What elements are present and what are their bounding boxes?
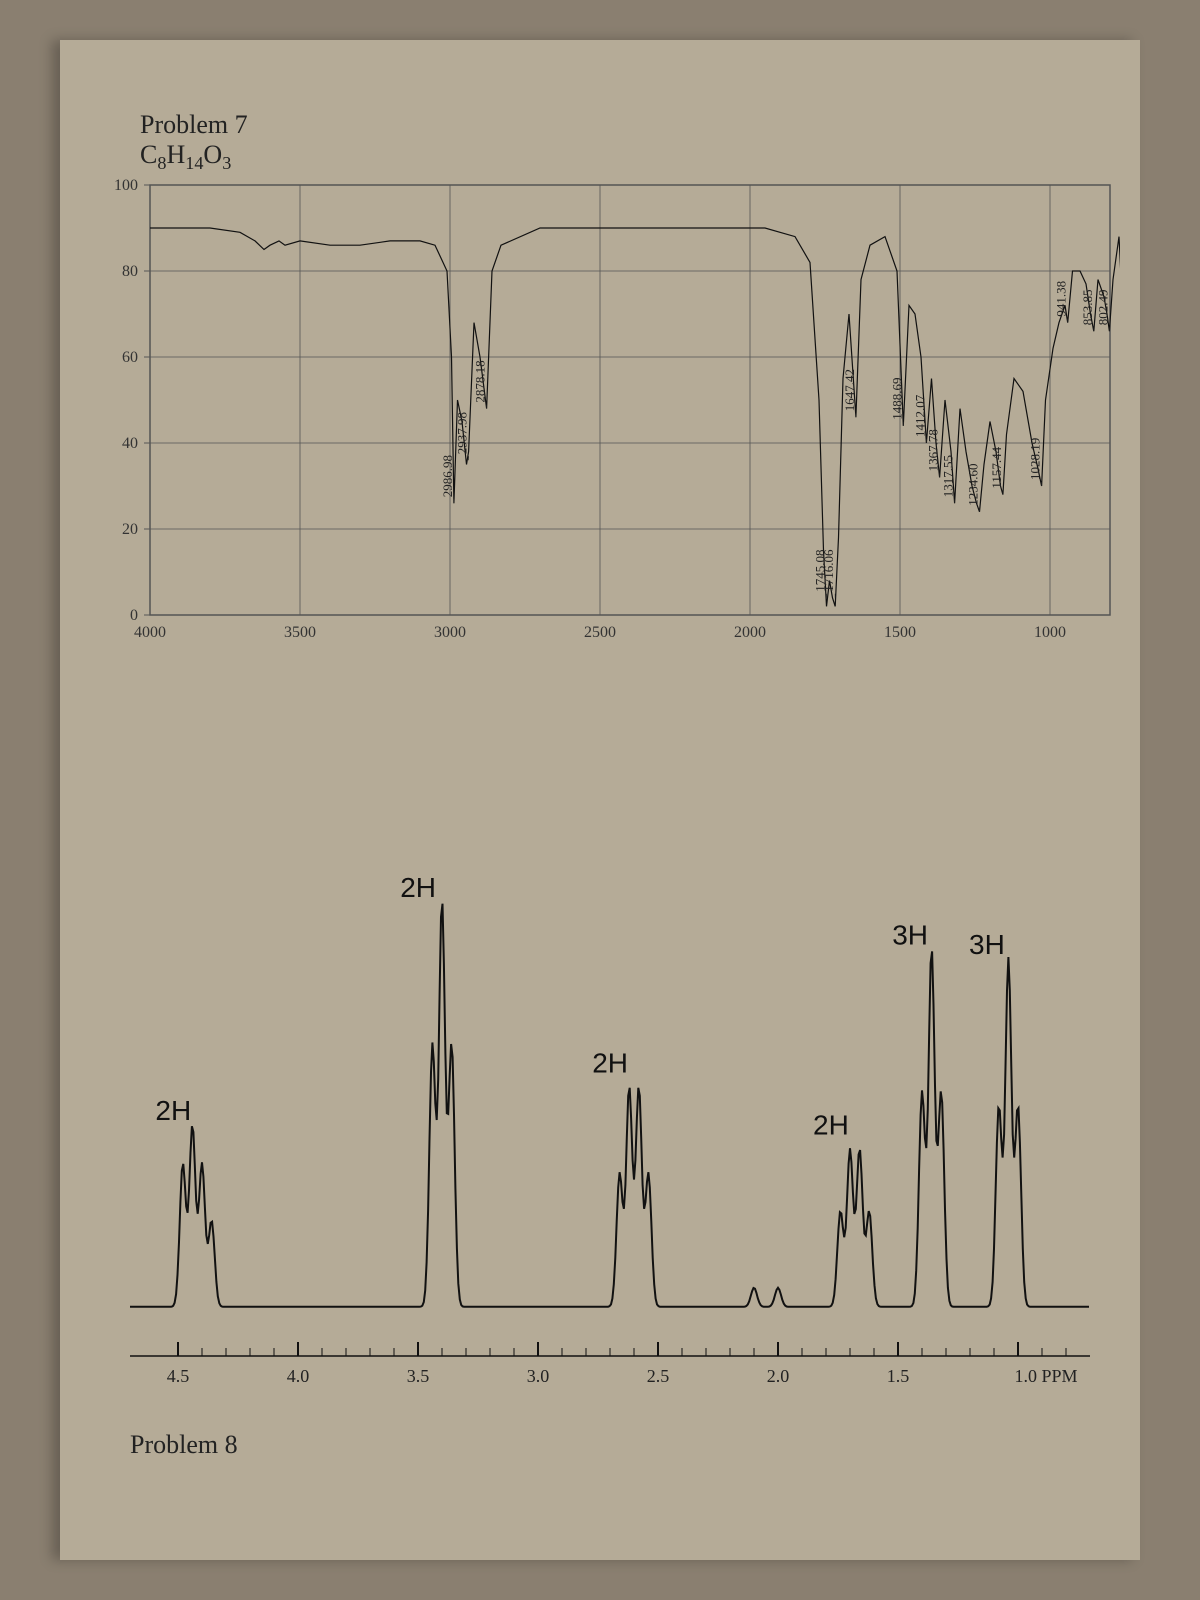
svg-text:2986.98: 2986.98 xyxy=(440,455,455,497)
svg-text:2H: 2H xyxy=(400,872,436,903)
nmr-spectrum: 4.5 4.0 3.5 3.0 2.5 2.0 1.5 1.0 PPM 2H 2H 2H 2H 3H 3H xyxy=(120,800,1100,1400)
svg-text:2878.18: 2878.18 xyxy=(473,360,488,402)
problem-title: Problem 7 xyxy=(140,110,248,140)
svg-text:1500: 1500 xyxy=(884,624,916,641)
problem-8-label: Problem 8 xyxy=(130,1430,238,1460)
svg-text:1317.55: 1317.55 xyxy=(941,455,956,497)
svg-text:2.5: 2.5 xyxy=(647,1366,670,1386)
svg-text:1647.42: 1647.42 xyxy=(842,369,857,411)
svg-text:3.0: 3.0 xyxy=(527,1366,550,1386)
svg-text:1.5: 1.5 xyxy=(887,1366,910,1386)
page: Problem 7 C8H14O3 4000 3500 3000 2500 2000 15… xyxy=(60,40,1140,1560)
svg-text:941.38: 941.38 xyxy=(1054,281,1069,317)
svg-text:2000: 2000 xyxy=(734,624,766,641)
svg-text:2H: 2H xyxy=(592,1048,628,1079)
svg-text:3000: 3000 xyxy=(434,624,466,641)
svg-text:853.85: 853.85 xyxy=(1080,289,1095,325)
svg-text:3H: 3H xyxy=(969,929,1005,960)
svg-text:100: 100 xyxy=(114,177,138,194)
svg-text:2500: 2500 xyxy=(584,624,616,641)
svg-text:3.5: 3.5 xyxy=(407,1366,430,1386)
svg-text:3H: 3H xyxy=(892,919,928,950)
svg-text:1.0 PPM: 1.0 PPM xyxy=(1014,1366,1077,1386)
molecular-formula: C8H14O3 xyxy=(140,140,248,174)
svg-text:0: 0 xyxy=(130,607,138,624)
svg-text:4000: 4000 xyxy=(134,624,166,641)
svg-text:3500: 3500 xyxy=(284,624,316,641)
svg-text:1234.60: 1234.60 xyxy=(966,464,981,506)
svg-text:1367.78: 1367.78 xyxy=(926,429,941,471)
svg-text:2.0: 2.0 xyxy=(767,1366,790,1386)
title-block: Problem 7 C8H14O3 xyxy=(140,110,248,174)
svg-text:802.49: 802.49 xyxy=(1095,289,1110,325)
svg-text:40: 40 xyxy=(122,435,138,452)
svg-text:2H: 2H xyxy=(155,1095,191,1126)
svg-text:2937.98: 2937.98 xyxy=(455,412,470,454)
svg-text:4.0: 4.0 xyxy=(287,1366,310,1386)
svg-text:1488.69: 1488.69 xyxy=(889,378,904,420)
svg-text:4.5: 4.5 xyxy=(167,1366,190,1386)
svg-text:1716.06: 1716.06 xyxy=(821,549,836,592)
svg-text:20: 20 xyxy=(122,521,138,538)
svg-text:1157.44: 1157.44 xyxy=(989,446,1004,488)
svg-text:60: 60 xyxy=(122,349,138,366)
svg-text:2H: 2H xyxy=(813,1109,849,1140)
svg-text:1028.19: 1028.19 xyxy=(1028,438,1043,480)
svg-text:80: 80 xyxy=(122,263,138,280)
ir-spectrum: 4000 3500 3000 2500 2000 1500 1000 0 20 40 60 80 100… xyxy=(80,175,1120,655)
svg-text:1000: 1000 xyxy=(1034,624,1066,641)
